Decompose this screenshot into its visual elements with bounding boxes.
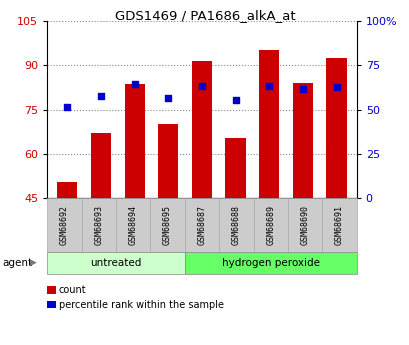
Text: percentile rank within the sample: percentile rank within the sample — [58, 300, 223, 309]
Bar — [258, 50, 279, 198]
Point — [265, 83, 272, 88]
Text: GSM68688: GSM68688 — [231, 205, 240, 245]
Bar — [91, 133, 111, 198]
Bar — [57, 182, 77, 198]
Point — [131, 81, 137, 87]
Bar — [292, 83, 312, 198]
Text: agent: agent — [2, 258, 32, 268]
Bar — [191, 61, 211, 198]
Text: GSM68687: GSM68687 — [197, 205, 206, 245]
Text: GSM68689: GSM68689 — [265, 205, 274, 245]
Text: GSM68694: GSM68694 — [128, 205, 137, 245]
Text: GSM68692: GSM68692 — [60, 205, 69, 245]
Bar — [124, 85, 144, 198]
Bar — [225, 138, 245, 198]
Point — [333, 85, 339, 90]
Bar — [326, 58, 346, 198]
Text: GSM68693: GSM68693 — [94, 205, 103, 245]
Text: untreated: untreated — [90, 258, 141, 268]
Bar — [158, 124, 178, 198]
Point — [198, 84, 205, 89]
Point — [232, 97, 238, 102]
Text: GSM68695: GSM68695 — [163, 205, 172, 245]
Text: GSM68690: GSM68690 — [300, 205, 309, 245]
Point — [97, 93, 104, 99]
Text: count: count — [58, 285, 86, 295]
Text: ▶: ▶ — [29, 258, 36, 267]
Text: GDS1469 / PA1686_alkA_at: GDS1469 / PA1686_alkA_at — [115, 9, 294, 22]
Point — [64, 104, 70, 110]
Text: GSM68691: GSM68691 — [334, 205, 343, 245]
Point — [164, 95, 171, 101]
Text: hydrogen peroxide: hydrogen peroxide — [221, 258, 319, 268]
Point — [299, 86, 306, 92]
